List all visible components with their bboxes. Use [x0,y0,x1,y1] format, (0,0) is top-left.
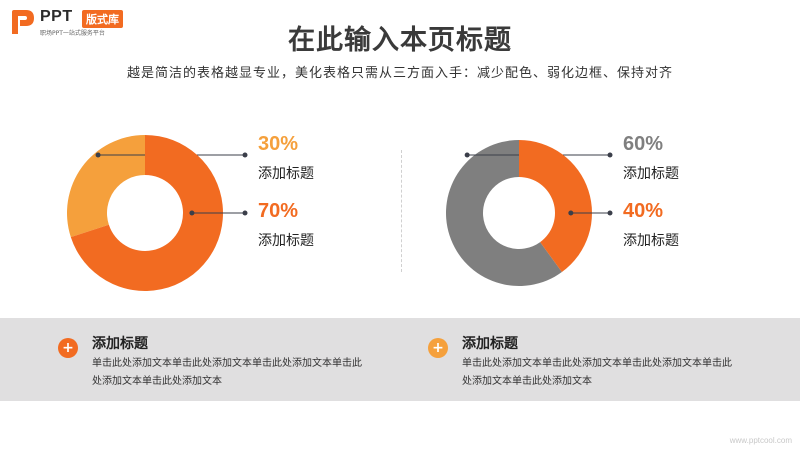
chart1-slice1-value: 30% [258,133,299,155]
chart1-leader-dot-1-2 [242,152,248,158]
donut-charts [66,135,613,291]
feature-band [0,318,800,401]
chart2-slice1-value: 60% [623,133,664,155]
watermark: www.pptcool.com [729,436,792,445]
feature1-body: 单击此处添加文本单击此处添加文本单击此处添加文本单击此处添加文本单击此处添加文本 [92,358,362,387]
chart1-leader-dot-2-1 [189,210,195,216]
chart2-leader-dot-2-2 [607,210,613,216]
chart2-slice2-value: 40% [623,200,664,222]
feature1-title: 添加标题 [92,336,148,352]
chart2-slice2 [519,140,592,273]
brand-badge: 版式库 [82,10,123,28]
chart1-slice2 [70,135,223,291]
chart2-leader-dot-1-1 [464,152,470,158]
chart-divider [401,150,402,272]
plus-icon: + [428,338,448,358]
chart1-slice2-value: 70% [258,200,299,222]
chart2-slice2-label: 添加标题 [623,233,679,249]
chart1-leader-dot-2-2 [242,210,248,216]
chart1-slice1-label: 添加标题 [258,166,314,182]
feature2-title: 添加标题 [462,336,518,352]
plus-icon: + [58,338,78,358]
page-subtitle: 越是简洁的表格越显专业，美化表格只需从三方面入手：减少配色、弱化边框、保持对齐 [126,66,673,81]
chart1-slice2-label: 添加标题 [258,233,314,249]
chart2-slice1 [445,140,562,286]
brand-mark-icon [12,10,34,34]
chart2-slice1-label: 添加标题 [623,166,679,182]
page-title: 在此输入本页标题 [288,25,512,56]
chart2-leader-dot-1-2 [607,152,613,158]
brand-logo: PPT 版式库 职场PPT一站式服务平台 [10,6,170,38]
feature2-body: 单击此处添加文本单击此处添加文本单击此处添加文本单击此处添加文本单击此处添加文本 [462,358,732,387]
chart2-leader-dot-2-1 [568,210,574,216]
chart1-leader-dot-1-1 [95,152,101,158]
brand-name: PPT [40,8,73,25]
brand-tagline: 职场PPT一站式服务平台 [40,30,105,37]
chart1-slice1 [66,135,145,238]
